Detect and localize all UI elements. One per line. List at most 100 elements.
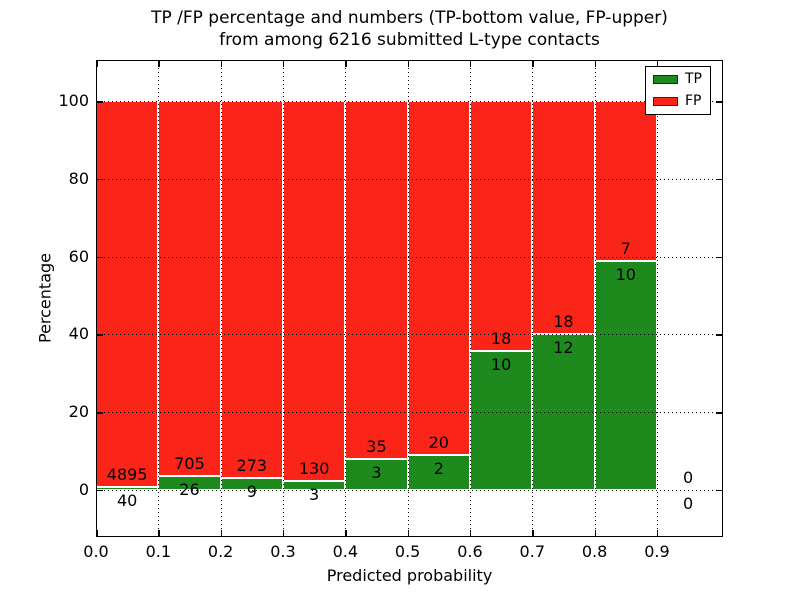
tick-mark-bottom — [96, 530, 98, 537]
fp-count-label: 20 — [428, 432, 449, 452]
fp-count-label: 18 — [490, 329, 512, 349]
tick-mark-left — [96, 489, 103, 492]
legend-swatch-tp — [653, 75, 678, 84]
chart-title-line1: TP /FP percentage and numbers (TP-bottom… — [151, 8, 668, 28]
y-tick-label: 60 — [68, 246, 89, 266]
legend: TP FP — [645, 66, 711, 115]
x-tick-label: 0.6 — [457, 542, 483, 561]
bar-segment-tp — [469, 351, 533, 490]
fp-count-label: 35 — [366, 437, 387, 457]
tick-mark-bottom — [158, 530, 160, 537]
fp-count-label: 18 — [553, 312, 574, 332]
grid-line-vertical — [282, 60, 284, 537]
tick-mark-top — [220, 60, 223, 67]
bar-segment-fp — [407, 101, 470, 455]
x-tick-label: 0.8 — [581, 542, 608, 561]
tp-count-label: 10 — [490, 355, 512, 375]
tp-count-label: 3 — [371, 463, 382, 483]
tp-count-label: 2 — [433, 458, 444, 478]
tick-mark-bottom — [656, 530, 659, 537]
bar-segment-fp — [469, 101, 533, 352]
grid-line-vertical — [532, 60, 534, 537]
grid-line-horizontal — [96, 256, 723, 258]
x-tick-label: 0.7 — [519, 542, 545, 561]
tick-mark-left — [96, 334, 103, 336]
bar-segment-tp — [407, 454, 470, 490]
tick-mark-bottom — [532, 530, 534, 537]
fp-count-label: 273 — [236, 455, 268, 475]
y-tick-label: 100 — [58, 91, 89, 111]
fp-count-label: 7 — [620, 239, 631, 259]
tick-mark-top — [96, 60, 98, 67]
legend-label-tp: TP — [685, 71, 702, 87]
x-tick-label: 0.9 — [644, 542, 670, 561]
tick-mark-left — [96, 412, 103, 414]
grid-line-horizontal — [96, 489, 723, 491]
grid-line-vertical — [220, 60, 222, 537]
chart-title: TP /FP percentage and numbers (TP-bottom… — [96, 7, 723, 51]
grid-line-horizontal — [96, 101, 723, 103]
tick-mark-right — [716, 178, 723, 181]
tick-mark-top — [594, 60, 597, 67]
fp-count-label: 705 — [174, 454, 205, 474]
fp-count-label: 0 — [683, 467, 694, 487]
tick-mark-right — [716, 101, 723, 103]
fp-count-label: 130 — [298, 459, 330, 479]
bar-segment-fp — [158, 101, 221, 477]
tp-count-label: 3 — [309, 485, 320, 505]
tick-mark-right — [716, 256, 723, 259]
legend-entry-tp: TP — [653, 72, 702, 87]
tick-mark-bottom — [469, 530, 472, 537]
tick-mark-top — [158, 60, 160, 67]
grid-line-horizontal — [96, 334, 723, 336]
tick-mark-right — [716, 334, 723, 336]
tick-mark-bottom — [594, 530, 597, 537]
x-tick-label: 0.4 — [332, 542, 359, 561]
tp-count-label: 40 — [116, 490, 138, 510]
bar-segment-fp — [96, 101, 159, 487]
bar-segment-tp — [345, 459, 408, 490]
y-tick-label: 0 — [78, 479, 89, 499]
y-tick-label: 20 — [68, 402, 89, 422]
tick-mark-bottom — [345, 530, 347, 537]
grid-line-vertical — [469, 60, 471, 537]
tick-mark-right — [716, 489, 723, 492]
tick-mark-top — [469, 60, 472, 67]
tick-mark-bottom — [282, 530, 285, 537]
tick-mark-top — [407, 60, 410, 67]
tick-mark-top — [282, 60, 285, 67]
y-tick-label: 40 — [68, 324, 89, 344]
bar-segment-fp — [594, 101, 657, 262]
fp-count-label: 4895 — [106, 464, 148, 484]
grid-line-vertical — [345, 60, 347, 537]
x-tick-label: 0.1 — [145, 542, 172, 561]
tick-mark-top — [345, 60, 347, 67]
bar-segment-fp — [220, 101, 283, 478]
grid-line-vertical — [656, 60, 658, 537]
tp-count-label: 26 — [179, 480, 200, 500]
bar-segment-fp — [532, 101, 595, 335]
grid-line-vertical — [407, 60, 409, 537]
tick-mark-bottom — [220, 530, 223, 537]
tick-mark-top — [532, 60, 534, 67]
x-tick-label: 0.5 — [394, 542, 421, 561]
tp-count-label: 9 — [246, 481, 257, 501]
legend-swatch-fp — [653, 97, 678, 106]
tick-mark-left — [96, 256, 103, 259]
tick-mark-left — [96, 178, 103, 181]
x-tick-label: 0.0 — [83, 542, 109, 561]
x-axis-label: Predicted probability — [326, 566, 493, 585]
legend-entry-fp: FP — [653, 94, 702, 109]
y-tick-label: 80 — [68, 168, 89, 188]
grid-line-vertical — [158, 60, 160, 537]
chart-title-line2: from among 6216 submitted L-type contact… — [219, 30, 600, 50]
legend-label-fp: FP — [685, 93, 702, 109]
grid-line-horizontal — [96, 178, 723, 180]
tick-mark-left — [96, 101, 103, 103]
x-tick-label: 0.2 — [207, 542, 234, 561]
tick-mark-right — [716, 412, 723, 414]
tick-mark-bottom — [407, 530, 410, 537]
x-tick-label: 0.3 — [270, 542, 296, 561]
tp-count-label: 12 — [553, 338, 574, 358]
